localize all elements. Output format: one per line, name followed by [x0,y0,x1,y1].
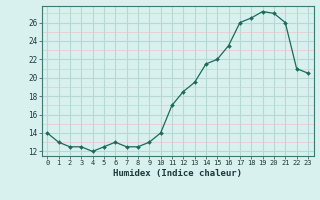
X-axis label: Humidex (Indice chaleur): Humidex (Indice chaleur) [113,169,242,178]
